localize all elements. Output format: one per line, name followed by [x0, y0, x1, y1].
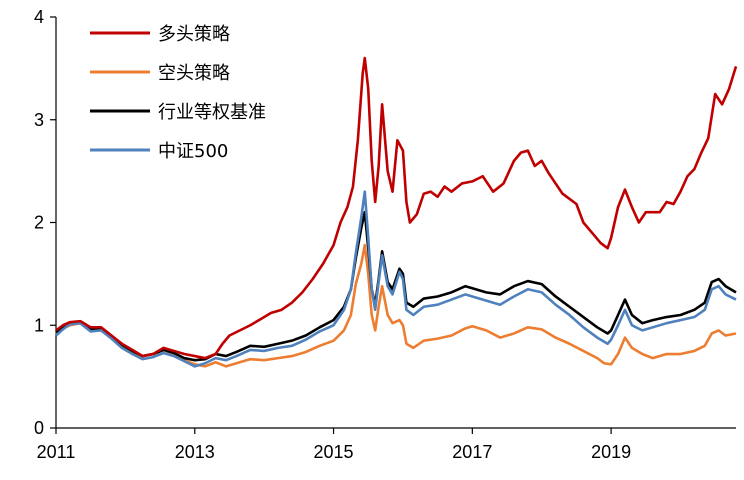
y-tick-label: 4 — [34, 7, 44, 27]
legend-label-industry-equal-weight: 行业等权基准 — [158, 102, 266, 123]
y-tick-label: 2 — [34, 213, 44, 233]
legend-label-csi500: 中证500 — [158, 141, 228, 162]
series-line-short-strategy — [55, 243, 737, 368]
y-tick-label: 1 — [34, 315, 44, 335]
series-line-csi500 — [55, 190, 737, 368]
x-tick-label: 2019 — [591, 442, 631, 462]
y-tick-label: 3 — [34, 110, 44, 130]
series-line-industry-equal-weight — [55, 210, 737, 362]
series-lines — [55, 56, 738, 368]
x-tick-label: 2013 — [175, 442, 215, 462]
x-tick-label: 2015 — [314, 442, 354, 462]
series-line-long-strategy — [55, 56, 738, 360]
ticks: 0 1 2 3 4 2011 2013 2015 2017 2019 — [34, 7, 631, 462]
x-tick-label: 2011 — [37, 442, 76, 462]
y-tick-label: 0 — [34, 418, 44, 438]
legend-label-long-strategy: 多头策略 — [158, 24, 230, 45]
x-tick-label: 2017 — [452, 442, 492, 462]
legend-label-short-strategy: 空头策略 — [158, 63, 230, 84]
